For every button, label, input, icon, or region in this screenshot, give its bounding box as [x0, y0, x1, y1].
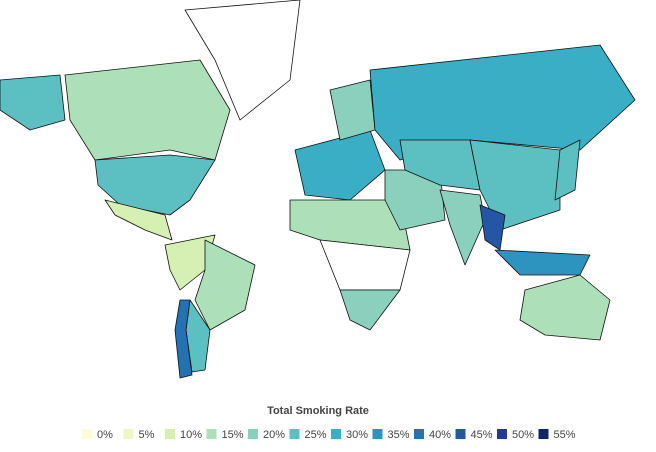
legend-label: 0%	[97, 429, 113, 441]
country-region	[369, 44, 636, 161]
country-region	[174, 299, 193, 379]
legend-label: 35%	[388, 429, 410, 441]
country-region	[294, 129, 386, 201]
legend-label: 55%	[554, 429, 576, 441]
country-region	[519, 274, 611, 341]
legend-swatch	[82, 429, 92, 439]
legend-label: 10%	[180, 429, 202, 441]
country-region	[0, 74, 66, 131]
legend-label: 15%	[222, 429, 244, 441]
country-region	[399, 139, 481, 191]
legend-label: 40%	[429, 429, 451, 441]
legend-swatch	[248, 429, 258, 439]
country-region	[164, 234, 216, 291]
legend-swatch	[414, 429, 424, 439]
legend-label: 5%	[139, 429, 155, 441]
legend-swatch	[538, 429, 549, 439]
legend: 0% 5% 10% 15% 20% 25% 30% 35% 40% 45% 50% 55%	[82, 429, 576, 441]
country-region	[94, 154, 216, 216]
legend-title: Total Smoking Rate	[267, 405, 369, 417]
country-region	[104, 199, 173, 241]
country-region	[329, 79, 376, 141]
legend-swatch	[165, 429, 175, 439]
legend-label: 50%	[512, 429, 534, 441]
country-region	[494, 249, 591, 276]
legend-label: 20%	[263, 429, 285, 441]
legend-swatch	[331, 429, 341, 439]
map-regions	[0, 0, 636, 379]
country-region	[64, 59, 231, 161]
country-region	[469, 139, 561, 231]
legend-swatch	[206, 429, 217, 439]
legend-swatch	[455, 429, 466, 439]
country-region	[554, 139, 581, 201]
legend-swatch	[372, 429, 383, 439]
legend-swatch	[497, 429, 507, 439]
no-data-region	[184, 0, 301, 121]
legend-label: 25%	[305, 429, 327, 441]
legend-swatch	[289, 429, 300, 439]
country-region	[339, 289, 401, 331]
country-region	[439, 189, 486, 266]
legend-label: 30%	[346, 429, 368, 441]
legend-label: 45%	[471, 429, 493, 441]
legend-swatch	[123, 429, 134, 439]
